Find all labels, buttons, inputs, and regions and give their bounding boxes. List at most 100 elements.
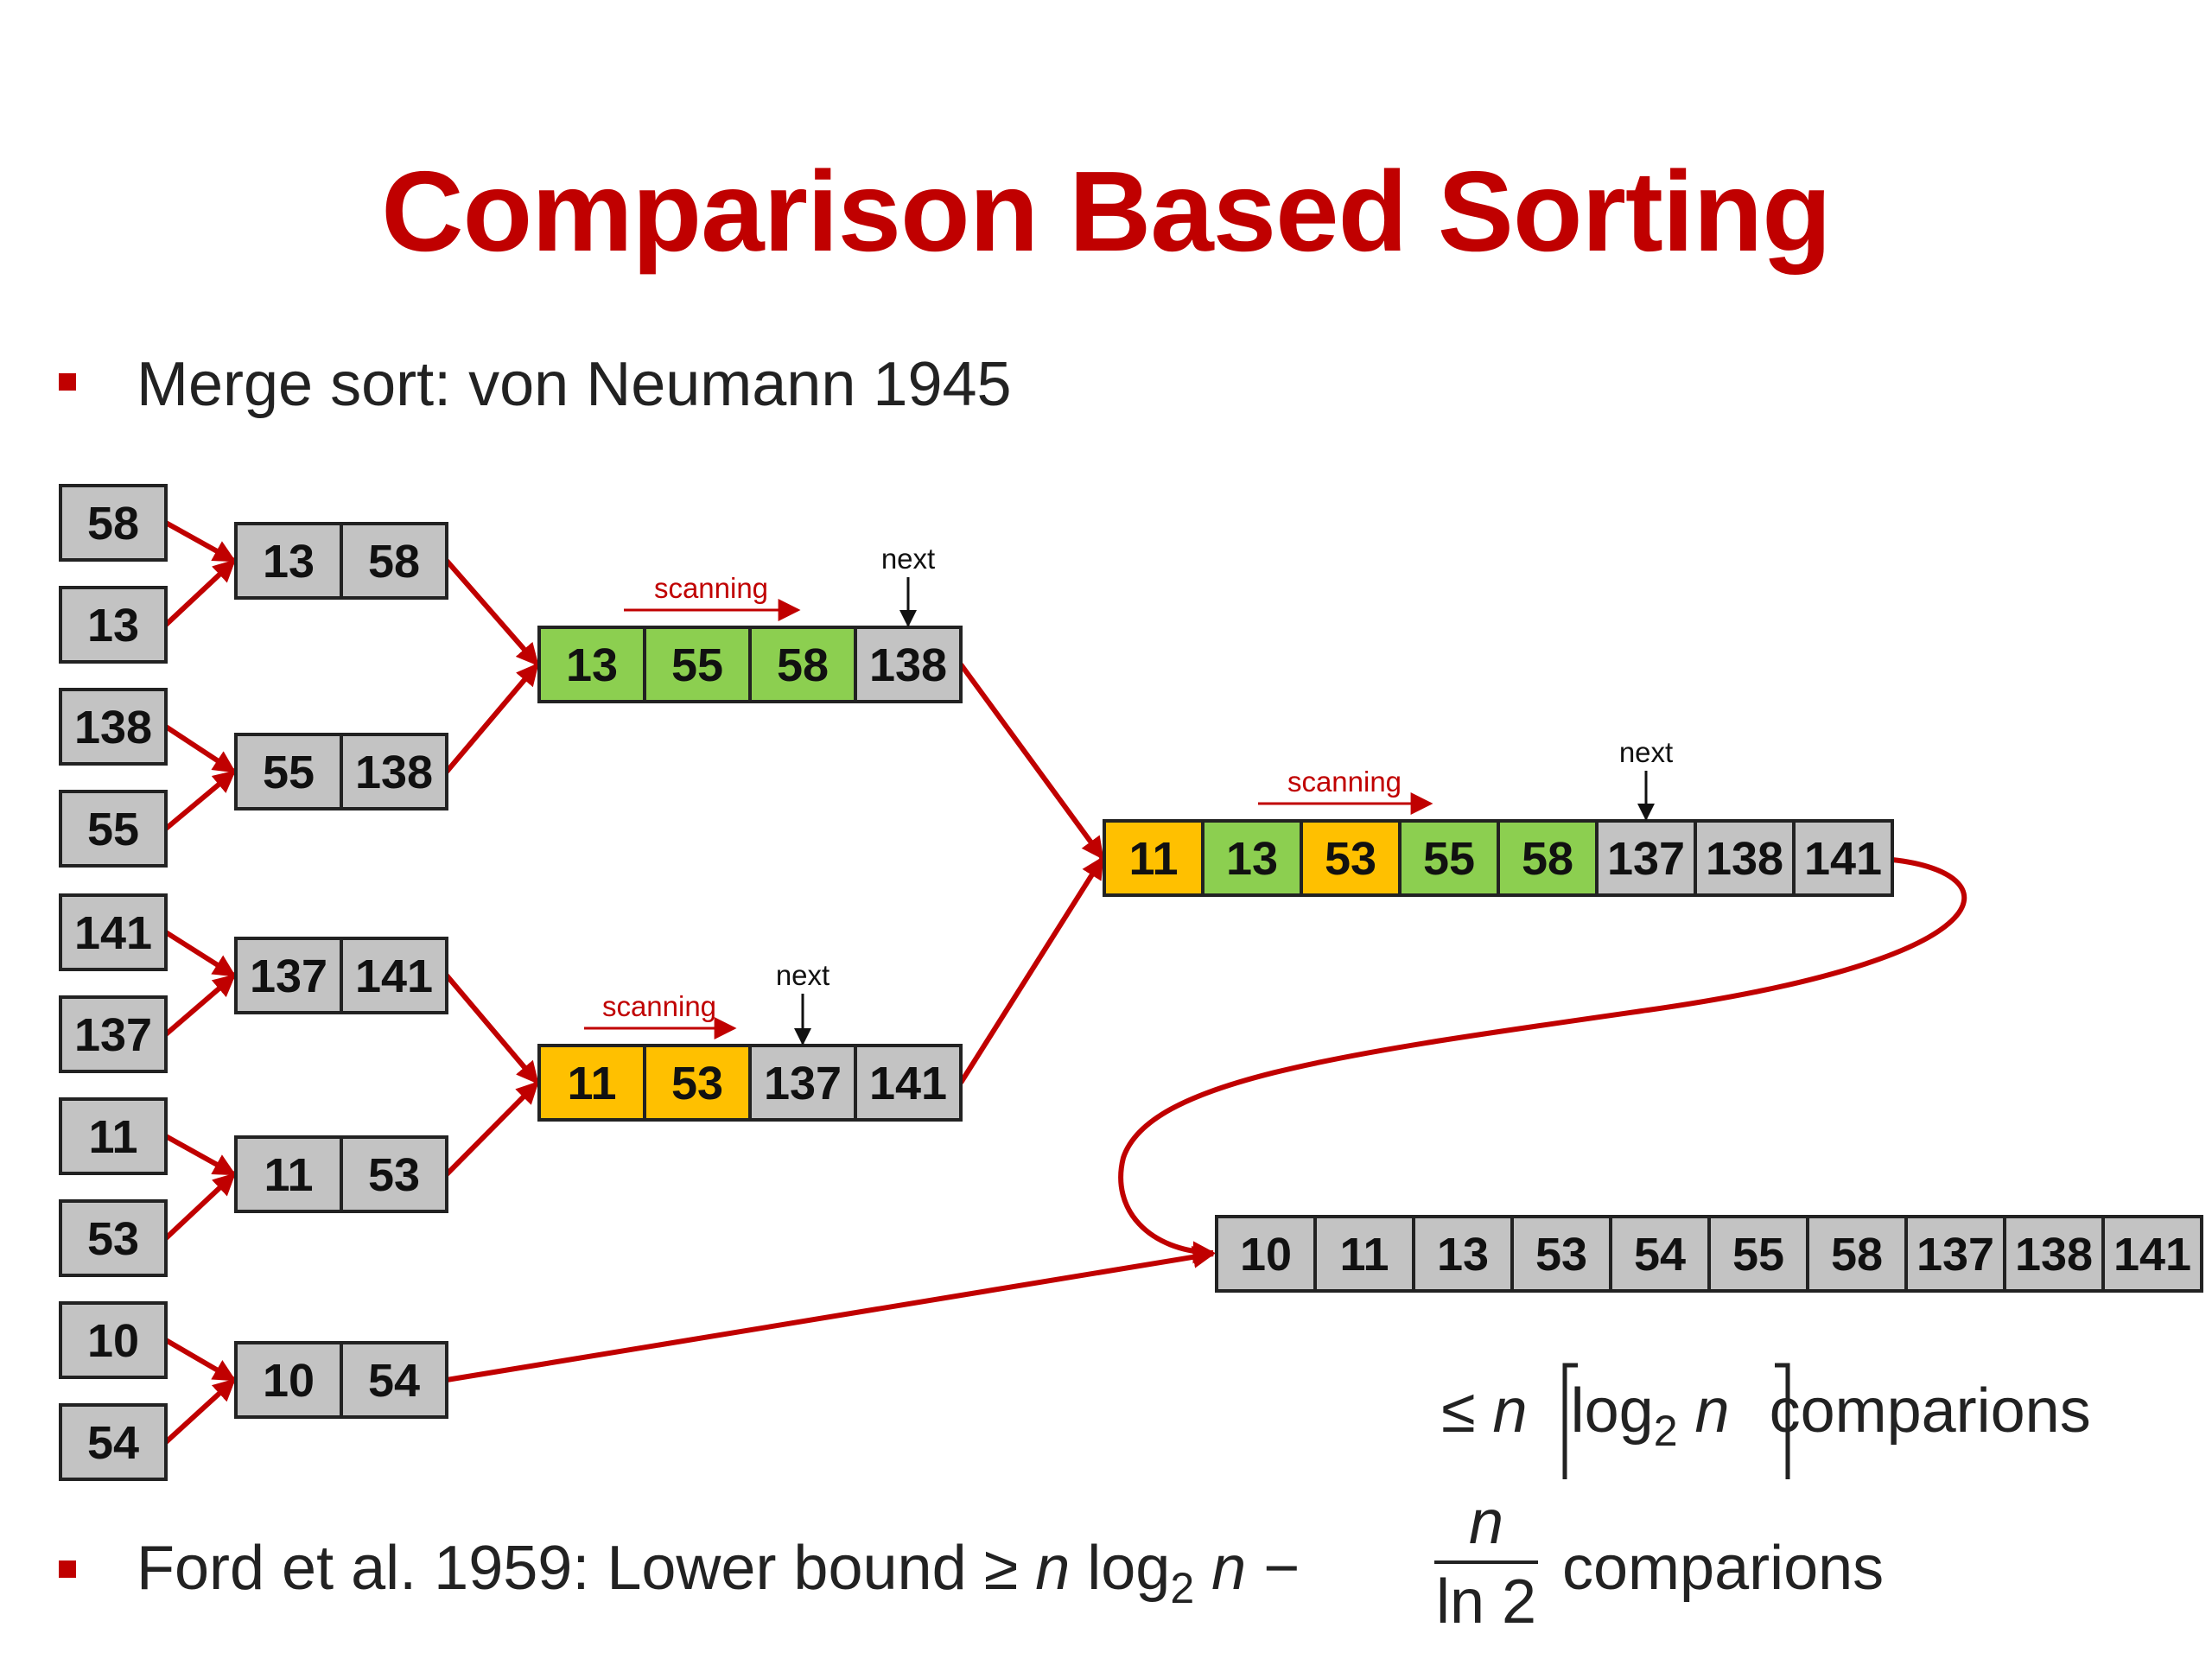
array-cell <box>59 586 168 664</box>
cell-value: 10 <box>263 1355 315 1407</box>
array-cell <box>2101 1215 2203 1293</box>
cell-value: 138 <box>1706 833 1783 885</box>
next-label: next <box>1619 736 1673 768</box>
array-cell <box>340 522 448 600</box>
pair-array: 137 141 <box>234 937 448 1014</box>
cell-value: 53 <box>1325 833 1376 885</box>
upper-bound-label: comparions <box>1769 1376 2091 1446</box>
array-cell <box>234 522 343 600</box>
cell-value: 13 <box>87 600 139 652</box>
scan-notes: scanning next scanning next scanning next <box>584 543 1673 1046</box>
array-cell <box>59 995 168 1073</box>
cell-value: 55 <box>87 804 139 855</box>
array-cell <box>340 937 448 1014</box>
cell-value: 11 <box>264 1149 313 1201</box>
leaf-cell: 10 <box>59 1301 168 1379</box>
cell-value: 53 <box>671 1058 723 1109</box>
cell-value: 141 <box>2113 1229 2191 1281</box>
cell-value: 58 <box>1522 833 1573 885</box>
cell-value: 141 <box>869 1058 947 1109</box>
scanning-label: scanning <box>602 990 716 1022</box>
pair-array: 10 54 <box>234 1341 448 1419</box>
array-cell <box>340 1341 448 1419</box>
merge-arrow <box>163 1172 237 1241</box>
n-symbol: n <box>1492 1376 1528 1446</box>
cell-value: 54 <box>368 1355 420 1407</box>
log-symbol: log <box>1570 1376 1654 1446</box>
merge-arrow <box>164 724 237 774</box>
cell-value: 137 <box>1607 833 1685 885</box>
merge-arrow <box>164 1134 237 1177</box>
n2-symbol: n <box>1694 1376 1730 1446</box>
lower-bound-label: comparions <box>1562 1534 1885 1603</box>
array-cell <box>1904 1215 2006 1293</box>
run-of-eight: 11 13 53 55 58 137 138 141 <box>1103 819 1894 897</box>
cell-value: 58 <box>777 639 829 691</box>
bullet-lower-bound: Ford et al. 1959: Lower bound ≥ n log2 n… <box>137 1534 1300 1612</box>
array-cell <box>1595 819 1697 897</box>
cell-value: 53 <box>1535 1229 1587 1281</box>
array-cell <box>59 1199 168 1277</box>
pair-array: 55 138 <box>234 733 448 810</box>
cell-value: 138 <box>74 702 152 753</box>
leaf-cell: 141 <box>59 893 168 971</box>
array-cell <box>1694 819 1796 897</box>
array-cell <box>643 1044 752 1122</box>
merge-arrow <box>444 974 540 1084</box>
merge-arrow <box>164 973 236 1037</box>
array-cell <box>340 1135 448 1213</box>
next-label: next <box>881 543 935 575</box>
cell-value: 58 <box>1831 1229 1883 1281</box>
cell-value: 13 <box>1437 1229 1489 1281</box>
array-cell <box>1707 1215 1809 1293</box>
merge-arrow <box>444 663 540 773</box>
next-label: next <box>776 959 830 991</box>
cell-value: 11 <box>88 1111 137 1163</box>
cell-value: 55 <box>671 639 723 691</box>
array-cell <box>59 688 168 766</box>
run-of-four: 13 55 58 138 <box>537 626 963 703</box>
cell-value: 53 <box>368 1149 420 1201</box>
array-cell <box>340 733 448 810</box>
cell-value: 141 <box>1804 833 1882 885</box>
merge-arrow <box>164 769 236 831</box>
merge-arrow <box>163 558 237 627</box>
merge-arrow <box>164 1338 237 1382</box>
cell-value: 141 <box>74 907 152 959</box>
leaf-cell: 11 <box>59 1097 168 1175</box>
array-cell <box>59 1301 168 1379</box>
leaf-cell: 58 <box>59 484 168 562</box>
cell-value: 10 <box>87 1315 139 1367</box>
leaf-cell: 13 <box>59 586 168 664</box>
array-cell <box>1398 819 1500 897</box>
array-cell <box>59 484 168 562</box>
merge-arrow <box>163 1377 237 1445</box>
array-cell <box>2003 1215 2105 1293</box>
bullet-merge-sort: Merge sort: von Neumann 1945 <box>137 350 1012 419</box>
merge-curve-arrow <box>1118 857 1967 1264</box>
cell-value: 137 <box>250 950 327 1002</box>
cell-value: 13 <box>1226 833 1278 885</box>
array-cell <box>854 626 963 703</box>
cell-value: 55 <box>263 747 315 798</box>
cell-value: 137 <box>1916 1229 1994 1281</box>
log-base: 2 <box>1653 1407 1678 1455</box>
cell-value: 58 <box>87 498 139 550</box>
bullet-marker <box>59 1560 76 1578</box>
page-title: Comparison Based Sorting <box>381 148 1832 275</box>
array-cell <box>1412 1215 1514 1293</box>
cell-value: 137 <box>764 1058 842 1109</box>
cell-value: 53 <box>87 1213 139 1265</box>
cell-value: 138 <box>355 747 433 798</box>
merge-arrow <box>164 930 237 978</box>
merge-arrow <box>444 559 540 666</box>
fraction-n-over-ln2: n ln 2 <box>1434 1488 1538 1637</box>
scanning-label: scanning <box>1287 766 1402 798</box>
cell-value: 141 <box>355 950 433 1002</box>
merge-arrow <box>164 520 237 563</box>
cell-value: 13 <box>263 536 315 588</box>
array-cell <box>234 937 343 1014</box>
leq-symbol: ≤ <box>1441 1376 1476 1446</box>
array-cell <box>234 1341 343 1419</box>
array-cell <box>59 790 168 868</box>
